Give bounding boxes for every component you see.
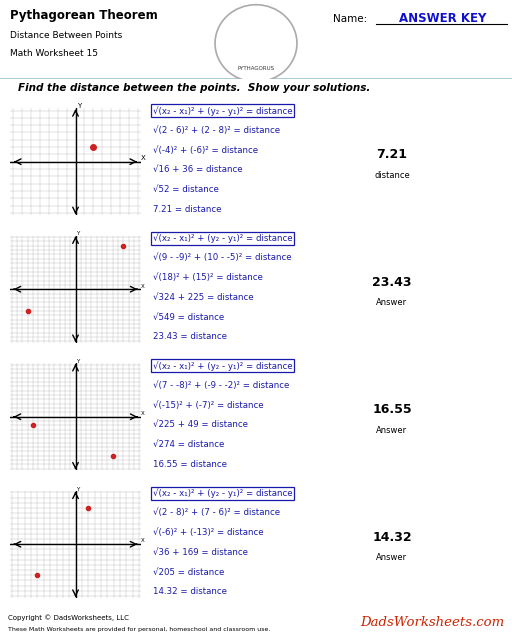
Text: PYTHAGORUS: PYTHAGORUS [238,66,274,71]
Text: √(-15)² + (-7)² = distance: √(-15)² + (-7)² = distance [153,401,263,410]
Text: 14.32 = distance: 14.32 = distance [153,587,227,596]
Text: √549 = distance: √549 = distance [153,312,224,321]
Text: Y: Y [76,359,79,364]
Text: Pythagorean Theorem: Pythagorean Theorem [10,10,158,22]
Text: 7.21: 7.21 [376,148,408,161]
Text: 14.32: 14.32 [372,531,412,543]
Text: √225 + 49 = distance: √225 + 49 = distance [153,420,248,429]
Text: √(x₂ - x₁)² + (y₂ - y₁)² = distance: √(x₂ - x₁)² + (y₂ - y₁)² = distance [153,234,292,243]
Text: 23.43: 23.43 [372,276,412,289]
Ellipse shape [215,4,297,82]
Text: ANSWER KEY: ANSWER KEY [399,12,486,25]
Text: Distance Between Points: Distance Between Points [10,31,122,40]
Text: X: X [140,284,144,289]
Text: X: X [140,155,145,161]
Text: √36 + 169 = distance: √36 + 169 = distance [153,548,248,557]
Text: √52 = distance: √52 = distance [153,185,219,194]
Text: 7.21 = distance: 7.21 = distance [153,205,221,214]
Text: √(x₂ - x₁)² + (y₂ - y₁)² = distance: √(x₂ - x₁)² + (y₂ - y₁)² = distance [153,488,292,498]
Text: Copyright © DadsWorksheets, LLC: Copyright © DadsWorksheets, LLC [8,614,129,621]
Text: Find the distance between the points.  Show your solutions.: Find the distance between the points. Sh… [17,83,370,93]
Text: Answer: Answer [376,554,408,563]
Text: distance: distance [374,171,410,180]
Text: √324 + 225 = distance: √324 + 225 = distance [153,292,253,302]
Text: √(2 - 6)² + (2 - 8)² = distance: √(2 - 6)² + (2 - 8)² = distance [153,126,280,135]
Text: Name:: Name: [333,14,367,24]
Text: These Math Worksheets are provided for personal, homeschool and classroom use.: These Math Worksheets are provided for p… [8,627,270,632]
Text: DadsWorksheets.com: DadsWorksheets.com [360,616,504,629]
Text: Answer: Answer [376,426,408,435]
Text: Answer: Answer [376,298,408,307]
Text: √(x₂ - x₁)² + (y₂ - y₁)² = distance: √(x₂ - x₁)² + (y₂ - y₁)² = distance [153,361,292,371]
Text: √(x₂ - x₁)² + (y₂ - y₁)² = distance: √(x₂ - x₁)² + (y₂ - y₁)² = distance [153,106,292,115]
Text: Math Worksheet 15: Math Worksheet 15 [10,49,98,58]
Text: √274 = distance: √274 = distance [153,440,224,449]
Text: √(-4)² + (-6)² = distance: √(-4)² + (-6)² = distance [153,145,258,155]
Text: √205 = distance: √205 = distance [153,568,224,577]
Text: √(-6)² + (-13)² = distance: √(-6)² + (-13)² = distance [153,528,263,537]
Text: Y: Y [77,104,81,109]
Text: Y: Y [76,232,79,237]
Text: 16.55 = distance: 16.55 = distance [153,460,227,468]
Text: 16.55: 16.55 [372,403,412,416]
Text: √(18)² + (15)² = distance: √(18)² + (15)² = distance [153,273,263,282]
Text: 23.43 = distance: 23.43 = distance [153,332,227,341]
Text: X: X [140,538,144,543]
Text: √16 + 36 = distance: √16 + 36 = distance [153,165,242,174]
Text: X: X [140,411,144,416]
Text: √(2 - 8)² + (7 - 6)² = distance: √(2 - 8)² + (7 - 6)² = distance [153,508,280,518]
Text: Y: Y [76,486,80,492]
Text: √(7 - -8)² + (-9 - -2)² = distance: √(7 - -8)² + (-9 - -2)² = distance [153,381,289,390]
Text: √(9 - -9)² + (10 - -5)² = distance: √(9 - -9)² + (10 - -5)² = distance [153,253,291,262]
